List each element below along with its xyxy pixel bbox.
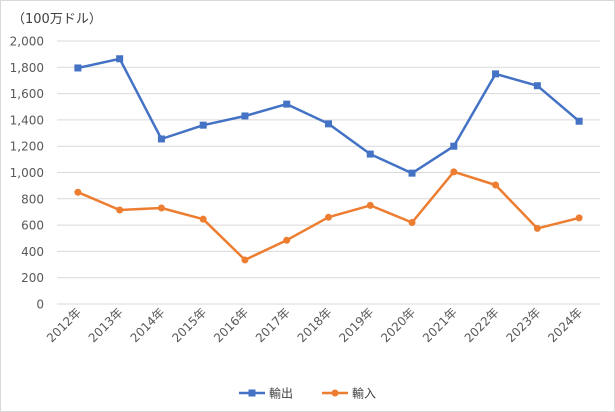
data-point	[199, 215, 207, 223]
x-tick-label: 2015年	[169, 305, 209, 345]
legend-marker	[248, 389, 256, 397]
x-tick-label: 2017年	[253, 305, 293, 345]
y-tick-label: 400	[21, 245, 44, 259]
y-tick-label: 1,600	[10, 87, 44, 101]
x-tick-label: 2013年	[86, 305, 126, 345]
data-point	[533, 82, 541, 90]
y-tick-label: 0	[36, 298, 44, 312]
data-point	[366, 150, 374, 158]
y-axis-ticks: 2,000 1,800 1,600 1,400 1,200 1,000 800 600 400 2…	[10, 35, 44, 312]
x-tick-label: 2016年	[211, 305, 251, 345]
data-point	[157, 135, 165, 143]
data-point	[408, 169, 416, 177]
data-point	[116, 206, 124, 214]
data-point	[408, 218, 416, 226]
data-point	[74, 64, 82, 72]
y-unit-label: （100万ドル）	[12, 12, 102, 27]
x-tick-label: 2022年	[462, 305, 502, 345]
x-tick-label: 2021年	[420, 305, 460, 345]
y-tick-label: 800	[21, 192, 44, 206]
legend-label-1: 輸入	[352, 386, 376, 401]
legend-marker	[331, 389, 339, 397]
data-point	[492, 181, 500, 189]
x-axis-ticks: 2012年 2013年 2014年 2015年 2016年 2017年 2018年 2019年…	[44, 305, 585, 345]
data-point	[283, 236, 291, 244]
y-tick-label: 2,000	[10, 35, 44, 49]
data-point	[450, 142, 458, 150]
series-markers	[74, 55, 583, 264]
data-point	[492, 70, 500, 78]
data-point	[157, 204, 165, 212]
y-tick-label: 1,200	[10, 140, 44, 154]
y-tick-label: 1,800	[10, 61, 44, 75]
y-tick-label: 600	[21, 219, 44, 233]
data-point	[575, 214, 583, 222]
data-point	[366, 201, 374, 209]
data-point	[325, 213, 332, 221]
data-point	[533, 224, 541, 232]
y-tick-label: 200	[21, 271, 44, 285]
data-point	[325, 120, 332, 128]
x-tick-label: 2020年	[378, 305, 418, 345]
data-point	[74, 188, 82, 196]
data-point	[450, 168, 458, 176]
data-point	[241, 256, 249, 264]
data-point	[283, 100, 291, 108]
y-tick-label: 1,000	[10, 166, 44, 180]
series-line-0	[77, 57, 580, 175]
data-point	[199, 121, 207, 129]
series-lines	[77, 57, 580, 262]
x-tick-label: 2023年	[503, 305, 543, 345]
x-tick-label: 2024年	[545, 305, 585, 345]
x-tick-label: 2014年	[128, 305, 168, 345]
data-point	[575, 117, 583, 125]
y-tick-label: 1,400	[10, 113, 44, 127]
x-tick-label: 2019年	[336, 305, 376, 345]
x-tick-label: 2012年	[44, 305, 84, 345]
x-tick-label: 2018年	[295, 305, 335, 345]
data-point	[116, 55, 124, 63]
legend-label-0: 輸出	[269, 386, 293, 401]
data-point	[241, 112, 249, 120]
legend: 輸出 輸入	[239, 386, 376, 401]
